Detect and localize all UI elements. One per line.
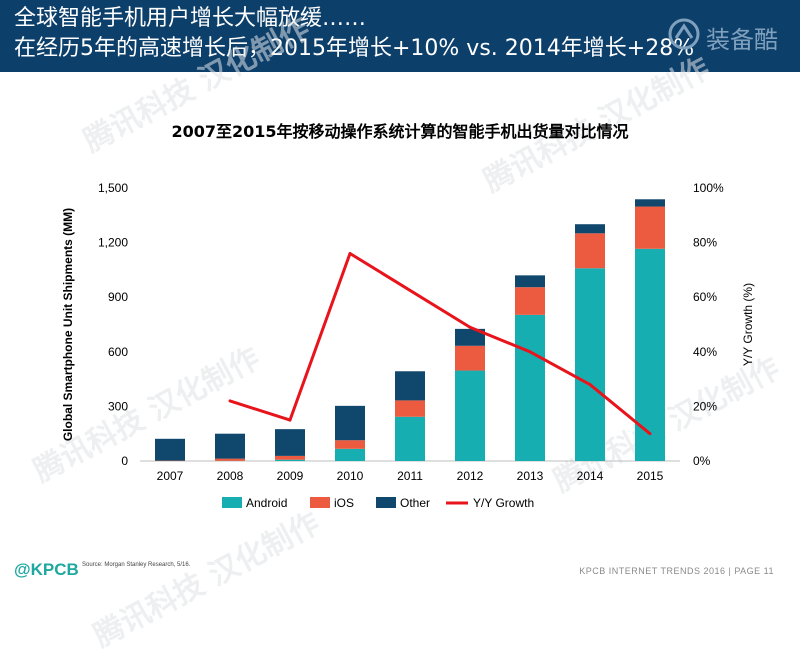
y2-tick-label: 100% (693, 181, 724, 195)
bar-android (575, 268, 605, 461)
growth-line-segment (290, 254, 350, 421)
bar-ios (515, 287, 545, 315)
x-tick-label: 2007 (157, 469, 184, 483)
chart-area: 0 300 600 900 1,200 1,500 0% 20% 40% 60% 80% 100% Gl… (0, 0, 800, 594)
bar-ios (635, 207, 665, 249)
y-tick-label: 900 (108, 290, 128, 304)
x-tick-label: 2012 (457, 469, 484, 483)
legend-label: Other (400, 496, 430, 510)
growth-line-segment (350, 254, 470, 328)
bar-ios (275, 456, 305, 460)
bar-android (635, 249, 665, 461)
legend-swatch-other (376, 497, 396, 508)
x-tick-label: 2015 (637, 469, 664, 483)
legend-label: Y/Y Growth (473, 496, 534, 510)
y-tick-label: 1,500 (98, 181, 128, 195)
x-tick-label: 2013 (517, 469, 544, 483)
legend-swatch-android (222, 497, 242, 508)
source-note: Source: Morgan Stanley Research, 5/16. (82, 562, 190, 568)
bar-ios (215, 459, 245, 461)
bar-other (215, 434, 245, 459)
x-tick-label: 2011 (397, 469, 423, 483)
y-tick-label: 0 (121, 454, 128, 468)
bar-other (155, 439, 185, 461)
bar-android (335, 449, 365, 461)
bar-ios (395, 400, 425, 416)
bar-other (635, 199, 665, 206)
bar-other (515, 275, 545, 287)
y2-tick-label: 80% (693, 236, 717, 250)
bar-android (515, 315, 545, 461)
growth-line-segment (230, 401, 290, 420)
bar-ios (575, 233, 605, 268)
bar-other (395, 371, 425, 400)
y2-tick-label: 0% (693, 454, 711, 468)
y2-tick-label: 20% (693, 399, 717, 413)
y-axis-label: Global Smartphone Unit Shipments (MM) (61, 208, 75, 441)
x-tick-label: 2008 (217, 469, 244, 483)
bar-android (275, 460, 305, 461)
legend-label: iOS (334, 496, 354, 510)
x-tick-label: 2009 (277, 469, 304, 483)
bar-android (455, 371, 485, 461)
x-tick-label: 2010 (337, 469, 364, 483)
y2-tick-label: 60% (693, 290, 717, 304)
bar-ios (335, 440, 365, 449)
y-tick-label: 1,200 (98, 236, 128, 250)
y2-tick-label: 40% (693, 345, 717, 359)
legend-swatch-ios (310, 497, 330, 508)
bar-other (335, 406, 365, 440)
y-tick-label: 300 (108, 399, 128, 413)
bar-other (275, 429, 305, 456)
footer-logo: @KPCB (14, 560, 79, 580)
y2-axis-label: Y/Y Growth (%) (741, 283, 755, 366)
bar-other (575, 224, 605, 233)
legend-label: Android (246, 496, 287, 510)
x-tick-label: 2014 (577, 469, 604, 483)
bar-ios (455, 346, 485, 371)
y-tick-label: 600 (108, 345, 128, 359)
bar-android (395, 417, 425, 461)
page-footer: KPCB INTERNET TRENDS 2016 | PAGE 11 (579, 566, 774, 576)
